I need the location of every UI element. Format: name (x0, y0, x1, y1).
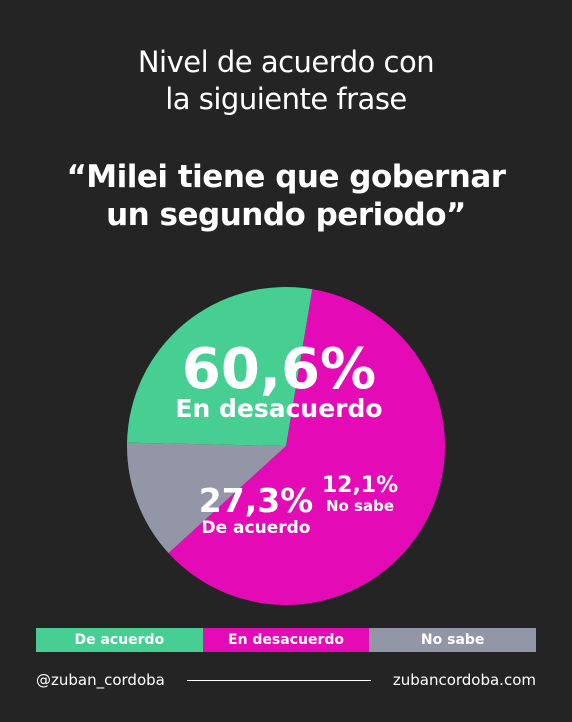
social-handle: @zuban_cordoba (36, 671, 165, 689)
legend-item-de-acuerdo: De acuerdo (36, 628, 203, 652)
title-line-2: la siguiente frase (165, 82, 407, 116)
website-url: zubancordoba.com (392, 671, 536, 689)
legend-item-no-sabe: No sabe (369, 628, 537, 652)
quote-line-2: un segundo periodo” (106, 197, 466, 233)
pie-slice-no-sabe (126, 442, 286, 554)
footer: @zuban_cordoba zubancordoba.com (36, 668, 536, 692)
slice-value-en-desacuerdo: 60,6% (182, 337, 376, 402)
footer-divider (186, 679, 371, 681)
pie-labels: 60,6%En desacuerdo 12,1%No sabe 27,3%De ac… (175, 337, 398, 538)
pie-slices (126, 287, 445, 605)
slice-label-no-sabe: No sabe (326, 497, 394, 515)
legend-item-en-desacuerdo: En desacuerdo (202, 628, 370, 652)
slice-value-de-acuerdo: 27,3% (199, 481, 314, 520)
title-line-1: Nivel de acuerdo con (137, 45, 435, 79)
legend-label-no-sabe: No sabe (420, 632, 485, 648)
legend-label-de-acuerdo: De acuerdo (74, 632, 165, 648)
pie-slice-en-desacuerdo (168, 289, 445, 605)
pie-slice-de-acuerdo (127, 287, 313, 446)
quote-text: “Milei tiene que gobernar un segundo per… (0, 158, 572, 234)
legend: De acuerdo En desacuerdo No sabe (36, 628, 537, 652)
chart-title: Nivel de acuerdo con la siguiente frase (0, 44, 572, 118)
quote-line-1: “Milei tiene que gobernar (66, 159, 506, 195)
legend-label-en-desacuerdo: En desacuerdo (228, 632, 345, 648)
slice-value-no-sabe: 12,1% (322, 473, 398, 498)
slice-label-de-acuerdo: De acuerdo (202, 518, 311, 538)
slice-label-en-desacuerdo: En desacuerdo (175, 394, 382, 423)
